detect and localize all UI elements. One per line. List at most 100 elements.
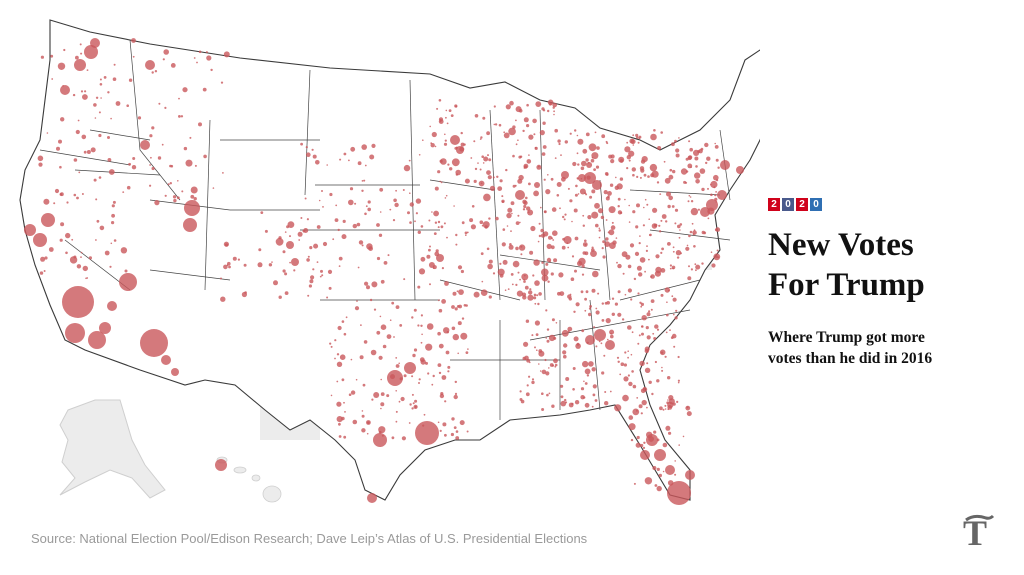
county-bubble: [203, 154, 207, 159]
county-bubble: [428, 219, 431, 222]
state-border: [204, 119, 211, 291]
county-bubble: [701, 262, 704, 265]
county-bubble: [643, 441, 646, 444]
county-bubble: [243, 263, 247, 267]
county-bubble: [630, 353, 633, 356]
county-bubble: [392, 219, 396, 222]
county-bubble: [418, 382, 420, 384]
county-bubble: [332, 238, 335, 241]
county-bubble: [196, 61, 198, 64]
county-bubble: [257, 262, 263, 268]
county-bubble: [80, 251, 83, 254]
county-bubble: [440, 225, 444, 229]
county-bubble: [99, 78, 102, 81]
county-bubble: [379, 211, 382, 213]
county-bubble: [610, 225, 616, 230]
county-bubble: [610, 332, 612, 335]
county-bubble: [151, 71, 154, 74]
county-bubble: [562, 350, 567, 355]
county-bubble: [638, 334, 641, 337]
county-bubble: [662, 408, 665, 411]
county-bubble: [666, 191, 671, 197]
county-bubble: [632, 144, 635, 146]
county-bubble: [169, 182, 172, 185]
county-bubble: [328, 286, 332, 290]
county-bubble: [98, 176, 102, 179]
county-bubble: [669, 264, 673, 267]
county-bubble: [80, 90, 84, 93]
county-bubble: [545, 337, 548, 339]
county-bubble: [318, 199, 321, 202]
county-bubble: [641, 325, 644, 328]
county-bubble: [90, 147, 96, 153]
county-bubble: [348, 393, 352, 397]
county-bubble: [609, 242, 616, 250]
county-bubble: [450, 432, 454, 437]
county-bubble: [534, 346, 536, 349]
county-bubble: [528, 154, 530, 156]
county-bubble: [668, 398, 675, 405]
county-bubble: [72, 93, 76, 97]
county-bubble: [677, 355, 680, 359]
county-bubble: [364, 212, 367, 216]
county-bubble: [107, 91, 110, 94]
county-bubble: [563, 218, 566, 221]
county-bubble: [154, 70, 158, 73]
county-bubble: [660, 351, 664, 354]
county-bubble: [672, 246, 675, 249]
county-bubble: [639, 166, 645, 171]
state-border: [304, 69, 311, 196]
county-bubble: [326, 296, 329, 299]
county-bubble: [658, 224, 661, 227]
county-bubble: [534, 182, 540, 188]
county-bubble: [588, 143, 597, 152]
county-bubble: [482, 162, 485, 164]
county-bubble: [455, 169, 462, 176]
county-bubble: [244, 291, 247, 294]
county-bubble: [617, 205, 620, 208]
county-bubble: [695, 179, 700, 184]
county-bubble: [583, 396, 586, 399]
county-bubble: [521, 273, 529, 281]
county-bubble: [420, 225, 424, 228]
county-bubble: [541, 392, 544, 396]
county-bubble: [111, 204, 115, 208]
county-bubble: [395, 420, 398, 423]
county-bubble: [605, 219, 608, 221]
county-bubble: [341, 416, 345, 421]
county-bubble: [399, 324, 403, 327]
county-bubble: [480, 289, 488, 297]
county-bubble: [640, 302, 645, 306]
county-bubble: [260, 211, 264, 215]
county-bubble: [527, 294, 534, 301]
county-bubble: [394, 202, 399, 208]
county-bubble: [553, 358, 558, 364]
county-bubble: [487, 263, 493, 270]
county-bubble: [604, 172, 609, 176]
county-bubble: [584, 251, 589, 256]
county-bubble: [619, 211, 623, 215]
county-bubble: [588, 361, 594, 367]
county-bubble: [575, 302, 580, 307]
county-bubble: [228, 265, 231, 269]
county-bubble: [96, 219, 100, 223]
county-bubble: [515, 246, 519, 251]
county-bubble: [688, 265, 690, 268]
county-bubble: [638, 272, 643, 277]
county-bubble: [268, 263, 273, 267]
county-bubble: [422, 139, 424, 141]
county-bubble: [50, 54, 54, 58]
county-bubble: [355, 378, 358, 381]
county-bubble: [638, 137, 641, 140]
county-bubble: [380, 407, 382, 410]
state-border: [489, 109, 501, 301]
county-bubble: [667, 405, 673, 410]
county-bubble: [326, 164, 329, 166]
county-bubble: [426, 254, 431, 259]
county-bubble: [443, 327, 450, 334]
county-bubble: [356, 222, 361, 227]
county-bubble: [210, 68, 213, 72]
county-bubble: [639, 235, 641, 237]
county-bubble: [536, 294, 539, 297]
county-bubble: [316, 261, 319, 263]
